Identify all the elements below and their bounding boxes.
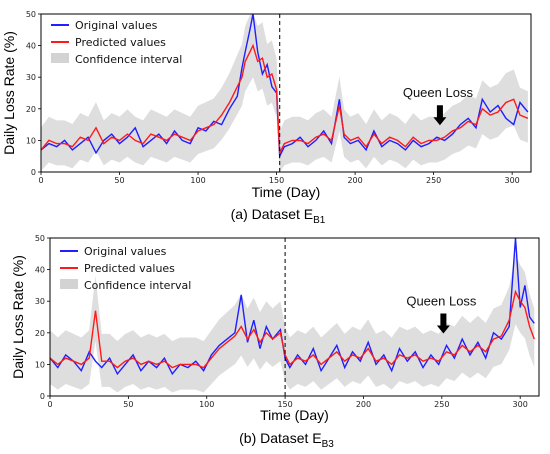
y-tick-label: 40 — [35, 266, 45, 275]
x-tick-label: 100 — [199, 400, 214, 409]
caption-text-b: (b) Dataset E — [239, 430, 321, 446]
x-tick-label: 50 — [114, 176, 124, 185]
legend-label-original-a: Original values — [75, 19, 158, 32]
arrow-down-icon — [436, 313, 450, 334]
legend-b: Original values Predicted values Confide… — [60, 245, 191, 292]
x-tick-label: 250 — [426, 176, 441, 185]
x-tick-label: 50 — [123, 400, 133, 409]
y-tick-label: 30 — [35, 297, 45, 306]
y-tick-label: 40 — [26, 42, 36, 51]
chart-panel-b: 0 50 100 150 200 250 300 0 10 20 30 40 50 Original v… — [10, 234, 540, 450]
legend-a: Original values Predicted values Confide… — [51, 19, 182, 66]
plot-frame-b — [49, 237, 540, 397]
y-tick-label: 10 — [35, 360, 45, 369]
confidence-band-b — [50, 253, 535, 393]
legend-label-confidence-a: Confidence interval — [75, 53, 182, 66]
axis-ticks-b: 0 50 100 150 200 250 300 0 10 20 30 40 50 — [35, 234, 528, 409]
legend-label-original-b: Original values — [84, 245, 167, 258]
series-predicted-line — [49, 289, 535, 369]
y-tick-label: 0 — [31, 168, 36, 177]
series-lines-b — [49, 237, 535, 376]
x-tick-label: 300 — [513, 400, 528, 409]
caption-subscript-a: B1 — [313, 215, 326, 226]
y-tick-label: 50 — [26, 10, 36, 19]
plot-frame-a — [40, 13, 532, 173]
confidence-band-a — [41, 14, 528, 172]
x-axis-label-a: Time (Day) — [252, 184, 321, 200]
x-tick-label: 150 — [269, 176, 284, 185]
x-tick-label: 250 — [434, 400, 449, 409]
x-tick-label: 0 — [47, 400, 52, 409]
arrow-down-icon — [433, 105, 447, 126]
chart-panel-a: 0 50 100 150 200 250 300 0 10 20 30 40 50 Original v… — [1, 10, 532, 226]
series-lines-a — [40, 13, 529, 159]
legend-swatch-confidence-b — [60, 279, 78, 289]
legend-label-confidence-b: Confidence interval — [84, 279, 191, 292]
caption-a: (a) Dataset EB1 — [231, 206, 326, 226]
x-tick-label: 0 — [38, 176, 43, 185]
confidence-interval-area — [41, 14, 528, 172]
series-original-line — [49, 237, 535, 376]
confidence-interval-area — [50, 253, 535, 393]
x-axis-label-b: Time (Day) — [260, 407, 329, 423]
y-tick-label: 0 — [40, 392, 45, 401]
caption-b: (b) Dataset EB3 — [239, 430, 334, 450]
legend-label-predicted-a: Predicted values — [75, 36, 166, 49]
legend-swatch-confidence-a — [51, 53, 69, 63]
caption-subscript-b: B3 — [322, 439, 335, 450]
y-axis-label-a: Daily Loss Rate (%) — [1, 31, 17, 155]
y-axis-label-b: Daily Loss Rate (%) — [10, 255, 26, 379]
annotation-queen-loss-a: Queen Loss — [403, 85, 474, 100]
x-tick-label: 200 — [347, 176, 362, 185]
y-tick-label: 10 — [26, 136, 36, 145]
x-tick-label: 200 — [356, 400, 371, 409]
annotation-queen-loss-b: Queen Loss — [406, 293, 477, 308]
x-tick-label: 100 — [190, 176, 205, 185]
y-tick-label: 50 — [35, 234, 45, 243]
y-tick-label: 20 — [35, 329, 45, 338]
y-tick-label: 20 — [26, 105, 36, 114]
caption-text-a: (a) Dataset E — [231, 206, 313, 222]
series-predicted-line — [40, 43, 529, 156]
axis-ticks-a: 0 50 100 150 200 250 300 0 10 20 30 40 50 — [26, 10, 520, 185]
x-tick-label: 300 — [505, 176, 520, 185]
y-tick-label: 30 — [26, 73, 36, 82]
legend-label-predicted-b: Predicted values — [84, 262, 175, 275]
x-tick-label: 150 — [277, 400, 292, 409]
